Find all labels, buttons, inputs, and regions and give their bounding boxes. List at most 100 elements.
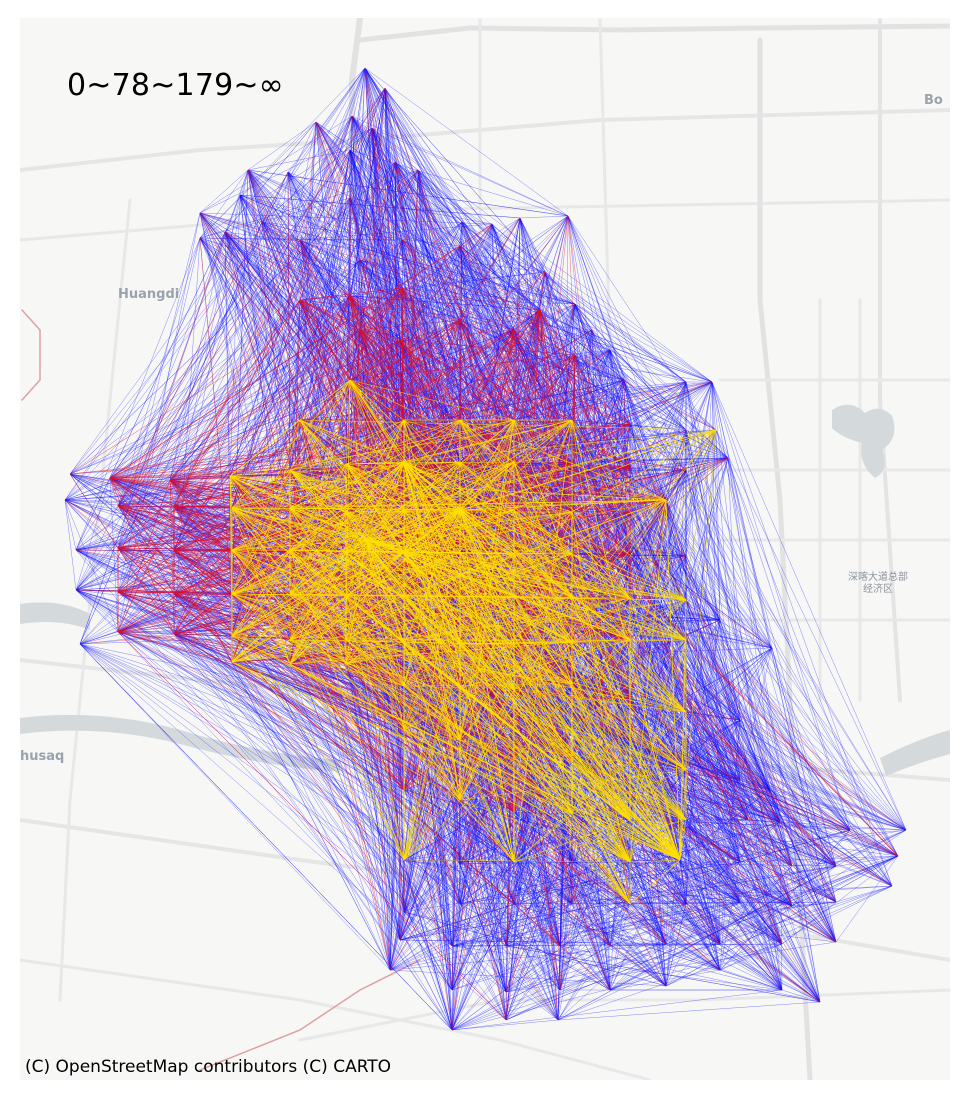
flow-line-mid xyxy=(231,635,687,771)
flow-line-mid xyxy=(289,319,461,471)
flow-line-low xyxy=(835,855,899,943)
flow-line-low xyxy=(665,499,721,945)
flow-line-mid xyxy=(173,633,515,905)
flow-line-low xyxy=(231,661,405,861)
flow-line-low xyxy=(459,419,837,867)
flow-line-mid xyxy=(64,499,233,637)
flow-line-low xyxy=(349,87,386,297)
flow-line-low xyxy=(345,639,401,941)
river xyxy=(880,730,950,776)
flow-line-low xyxy=(287,171,403,289)
flow-line-low xyxy=(173,633,453,1031)
flow-line-low xyxy=(289,639,837,867)
flow-line-mid xyxy=(513,511,573,813)
flow-line-mid xyxy=(459,309,541,421)
flow-line-mid xyxy=(513,509,573,513)
flow-line-low xyxy=(459,643,837,867)
flow-line-low xyxy=(451,989,783,1031)
flow-line-low xyxy=(459,861,515,905)
flow-line-mid xyxy=(571,511,773,649)
flow-line-low xyxy=(403,911,507,1021)
flow-line-low xyxy=(557,903,631,1021)
flow-line-mid xyxy=(299,239,347,465)
flow-line-low xyxy=(349,149,573,863)
flow-line-low xyxy=(399,865,837,941)
flow-line-low xyxy=(117,212,201,549)
flow-line-low xyxy=(247,169,569,217)
flow-line-mid xyxy=(299,299,631,467)
flow-line-mid xyxy=(117,551,461,633)
flow-line-low xyxy=(623,379,793,907)
flow-line-mid xyxy=(231,169,419,509)
flow-line-low xyxy=(747,819,837,903)
flow-line-mid xyxy=(173,149,351,507)
water-layer xyxy=(20,404,950,776)
flow-line-low xyxy=(629,553,793,907)
flow-line-low xyxy=(75,589,453,947)
flow-line-mid xyxy=(173,419,301,635)
flow-line-mid xyxy=(173,505,233,637)
flow-line-low xyxy=(79,593,233,645)
flow-line-low xyxy=(571,349,611,421)
flow-line-low xyxy=(571,819,687,863)
flow-line-mid xyxy=(513,303,576,331)
flow-line-low xyxy=(371,127,515,421)
flow-line-mid xyxy=(117,115,353,633)
road-major xyxy=(357,23,950,43)
flow-line-low xyxy=(739,861,837,943)
flow-line-mid xyxy=(345,663,821,1003)
flow-line-low xyxy=(711,381,907,831)
flow-line-mid xyxy=(117,595,515,633)
map-canvas[interactable]: Huangdi Bo husaq 深喀大道总部 经济区 xyxy=(20,18,950,1080)
flow-line-mid xyxy=(109,339,401,479)
flow-line-mid xyxy=(247,169,291,471)
flow-line-low xyxy=(403,329,515,421)
flow-line-mid xyxy=(403,217,521,421)
flow-line-low xyxy=(609,349,899,857)
flow-line-mid xyxy=(629,469,687,555)
flow-line-mid xyxy=(349,295,899,857)
flow-line-low xyxy=(117,115,353,507)
flow-line-mid xyxy=(544,271,631,641)
flow-line-mid xyxy=(173,633,461,801)
flow-line-low xyxy=(261,221,403,289)
flow-line-low xyxy=(574,303,713,383)
flow-line-low xyxy=(574,303,899,857)
flow-line-mid xyxy=(567,215,576,356)
flow-line-low xyxy=(64,115,353,501)
flow-line-low xyxy=(229,67,366,477)
flow-line-low xyxy=(349,149,631,467)
flow-line-mid xyxy=(451,329,515,1031)
flow-line-mid xyxy=(109,319,461,479)
flow-line-mid xyxy=(505,643,515,1021)
flow-line-low xyxy=(109,221,463,479)
flow-line-low xyxy=(835,829,907,867)
flow-line-mid xyxy=(513,329,631,467)
flow-line-low xyxy=(371,127,713,383)
flow-line-mid xyxy=(169,299,301,481)
flow-line-low xyxy=(609,349,717,431)
basemap-layer xyxy=(20,18,950,1080)
flow-line-low xyxy=(69,473,667,987)
flow-line-low xyxy=(665,499,741,781)
flow-line-mid xyxy=(117,547,175,595)
flow-line-mid xyxy=(109,477,119,507)
flow-line-low xyxy=(79,643,561,991)
river xyxy=(20,714,340,772)
flow-line-low xyxy=(685,711,821,1003)
lake xyxy=(832,404,895,478)
flow-line-low xyxy=(173,633,507,993)
flow-line-low xyxy=(403,729,631,905)
flow-line-low xyxy=(559,855,899,991)
flow-line-low xyxy=(173,593,453,991)
flow-line-low xyxy=(247,169,713,383)
flow-line-low xyxy=(289,215,569,595)
flow-line-mid xyxy=(371,127,405,421)
flow-line-low xyxy=(685,429,783,991)
flow-line-low xyxy=(727,457,821,1003)
flow-line-low xyxy=(349,127,373,151)
flow-line-low xyxy=(364,67,899,857)
flow-line-low xyxy=(173,67,366,551)
flow-line-low xyxy=(665,429,687,945)
flow-line-mid xyxy=(315,121,351,297)
